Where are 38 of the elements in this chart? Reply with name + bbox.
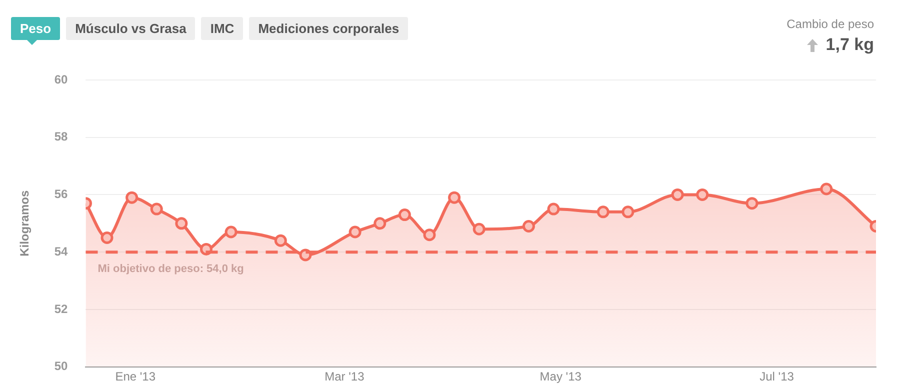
point	[448, 191, 461, 204]
point	[522, 220, 535, 233]
text: Mediciones corporales	[249, 17, 408, 40]
point	[224, 226, 238, 238]
point	[746, 197, 758, 210]
y-tick-label: 56	[54, 187, 68, 202]
point	[100, 231, 114, 244]
point	[348, 226, 362, 238]
x-tick-label: Jul '13	[760, 369, 794, 384]
x-tick-label: Ene '13	[115, 369, 156, 384]
text: IMC	[201, 17, 244, 40]
point	[374, 217, 386, 230]
y-axis-title: Kilogramos	[18, 190, 32, 256]
point	[671, 188, 684, 201]
point	[150, 202, 163, 216]
point	[596, 206, 610, 218]
y-tick-label: 58	[54, 130, 68, 144]
point	[126, 191, 138, 204]
point	[274, 234, 287, 247]
x-tick-label: Mar '13	[324, 369, 365, 384]
point	[398, 208, 411, 222]
y-tick-label: 50	[54, 359, 68, 374]
point	[472, 222, 486, 236]
y-tick-label: 60	[54, 72, 68, 86]
point	[547, 202, 560, 216]
y-tick-label: 52	[54, 302, 68, 316]
ref-line-label: Mi objetivo de peso: 54,0 kg	[98, 263, 244, 276]
y-tick-label: 54	[54, 244, 68, 258]
point	[820, 182, 833, 196]
text: Peso	[11, 17, 60, 40]
point	[696, 188, 709, 201]
text: Músculo vs Grasa	[66, 17, 196, 40]
point	[622, 206, 634, 218]
point	[423, 228, 436, 242]
text: 1,7 kg	[826, 35, 874, 55]
text: Cambio de peso	[786, 17, 874, 31]
point	[175, 217, 188, 230]
x-tick-label: May '13	[540, 369, 582, 384]
